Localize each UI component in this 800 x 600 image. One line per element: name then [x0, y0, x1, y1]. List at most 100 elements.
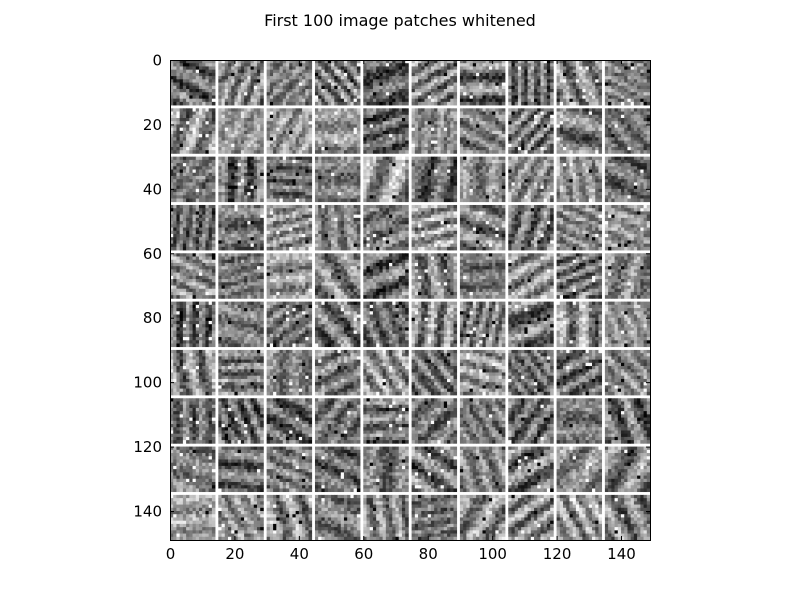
image-patch — [508, 108, 554, 154]
image-patch — [411, 398, 458, 444]
image-patch — [508, 156, 554, 203]
image-patch — [508, 60, 554, 106]
image-patch — [314, 156, 361, 203]
y-tick-label: 140 — [133, 503, 162, 521]
image-patch — [363, 60, 409, 106]
y-tick-label: 60 — [143, 245, 162, 263]
image-patch — [556, 494, 603, 541]
image-patch — [556, 156, 603, 203]
image-patch — [604, 60, 651, 106]
image-patch — [218, 446, 264, 493]
image-patch — [170, 204, 216, 251]
image-patch — [508, 398, 554, 444]
y-tick-label: 100 — [133, 374, 162, 392]
x-tick-label: 60 — [354, 545, 373, 563]
image-patch — [170, 156, 216, 203]
image-patch — [459, 494, 506, 541]
image-patch — [218, 253, 264, 299]
image-patch — [604, 253, 651, 299]
image-patch — [218, 108, 264, 154]
image-patch — [411, 349, 458, 396]
image-patch — [604, 156, 651, 203]
image-patch — [604, 204, 651, 251]
image-patch — [266, 494, 313, 541]
image-patch — [266, 301, 313, 348]
image-area — [170, 60, 651, 541]
image-patch — [508, 494, 554, 541]
image-patch — [363, 446, 409, 493]
image-patch — [604, 301, 651, 348]
x-tick-label: 140 — [607, 545, 636, 563]
image-patch — [266, 446, 313, 493]
image-patch — [266, 253, 313, 299]
image-patch — [508, 253, 554, 299]
image-patch — [363, 156, 409, 203]
image-patch — [556, 398, 603, 444]
image-patch — [556, 253, 603, 299]
y-tick-label: 20 — [143, 116, 162, 134]
image-patch — [314, 301, 361, 348]
image-patch — [411, 253, 458, 299]
image-patch — [314, 253, 361, 299]
image-patch — [411, 60, 458, 106]
image-patch — [218, 156, 264, 203]
image-patch — [459, 446, 506, 493]
image-patch — [363, 204, 409, 251]
image-patch — [459, 108, 506, 154]
image-patch — [314, 108, 361, 154]
image-patch — [411, 494, 458, 541]
image-patch — [170, 108, 216, 154]
x-axis: 0 20 40 60 80 100 120 140 — [166, 60, 636, 563]
image-patch — [459, 60, 506, 106]
image-patch — [363, 398, 409, 444]
image-patch — [556, 60, 603, 106]
image-patch — [508, 446, 554, 493]
image-patch — [314, 204, 361, 251]
y-axis: 0 20 40 60 80 100 120 140 — [133, 52, 650, 521]
image-patch — [218, 204, 264, 251]
image-patch — [411, 301, 458, 348]
image-patch — [459, 253, 506, 299]
x-tick-label: 20 — [225, 545, 244, 563]
image-patch — [218, 60, 264, 106]
image-patch — [170, 349, 216, 396]
y-tick-label: 80 — [143, 309, 162, 327]
image-patch — [314, 446, 361, 493]
x-tick-label: 100 — [478, 545, 507, 563]
image-patch — [314, 349, 361, 396]
image-patch — [459, 204, 506, 251]
image-patch — [556, 446, 603, 493]
image-patch — [459, 156, 506, 203]
image-patch — [459, 398, 506, 444]
x-tick-label: 80 — [419, 545, 438, 563]
image-patch — [556, 349, 603, 396]
image-patch — [218, 349, 264, 396]
image-patch — [411, 156, 458, 203]
image-patch — [170, 301, 216, 348]
image-patch — [556, 108, 603, 154]
image-patch — [604, 494, 651, 541]
image-patch — [556, 301, 603, 348]
x-tick-label: 120 — [543, 545, 572, 563]
image-patch — [266, 156, 313, 203]
image-patch — [170, 60, 216, 106]
image-patch — [266, 60, 313, 106]
image-patch — [170, 253, 216, 299]
image-patch — [363, 494, 409, 541]
image-patch — [218, 301, 264, 348]
image-patch — [604, 446, 651, 493]
x-tick-label: 40 — [290, 545, 309, 563]
image-patch — [604, 108, 651, 154]
image-patch — [556, 204, 603, 251]
image-patch — [266, 204, 313, 251]
image-patch — [218, 398, 264, 444]
image-patch — [363, 301, 409, 348]
image-patch — [170, 494, 216, 541]
image-patch — [604, 398, 651, 444]
image-patch — [363, 253, 409, 299]
y-tick-label: 0 — [152, 52, 162, 70]
image-patch — [266, 349, 313, 396]
x-tick-label: 0 — [166, 545, 176, 563]
image-patch — [266, 398, 313, 444]
